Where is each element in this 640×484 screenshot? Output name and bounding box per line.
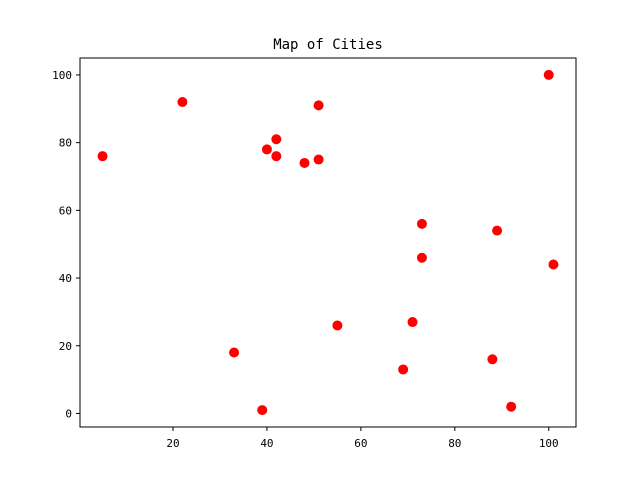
y-axis-ticks: 0 20 40 60 80 100 bbox=[52, 69, 80, 420]
x-tick-label: 20 bbox=[166, 437, 179, 450]
city-point bbox=[271, 151, 282, 162]
data-points bbox=[97, 69, 559, 416]
x-tick-label: 100 bbox=[539, 437, 559, 450]
city-point bbox=[271, 134, 282, 145]
city-point bbox=[487, 354, 498, 365]
x-tick-label: 60 bbox=[354, 437, 367, 450]
y-tick-label: 100 bbox=[52, 69, 72, 82]
x-tick-label: 80 bbox=[448, 437, 461, 450]
city-point bbox=[299, 157, 310, 168]
city-point bbox=[177, 97, 188, 108]
city-point bbox=[416, 218, 427, 229]
x-tick-label: 40 bbox=[260, 437, 273, 450]
y-tick-label: 40 bbox=[59, 272, 72, 285]
city-point bbox=[229, 347, 240, 358]
y-tick-label: 0 bbox=[65, 407, 72, 420]
city-point bbox=[313, 100, 324, 111]
city-point bbox=[416, 252, 427, 263]
city-point bbox=[257, 405, 268, 416]
city-point bbox=[332, 320, 343, 331]
city-point bbox=[261, 144, 272, 155]
city-point bbox=[492, 225, 503, 236]
plot-frame bbox=[79, 57, 577, 428]
city-point bbox=[548, 259, 559, 270]
chart-title: Map of Cities bbox=[273, 37, 383, 53]
city-point bbox=[97, 151, 108, 162]
y-tick-label: 20 bbox=[59, 340, 72, 353]
city-point bbox=[407, 317, 418, 328]
y-tick-label: 80 bbox=[59, 137, 72, 150]
city-point bbox=[506, 401, 517, 412]
y-tick-label: 60 bbox=[59, 204, 72, 217]
city-point bbox=[543, 69, 554, 80]
city-point bbox=[398, 364, 409, 375]
x-axis-ticks: 20 40 60 80 100 bbox=[166, 427, 559, 450]
city-point bbox=[313, 154, 324, 165]
